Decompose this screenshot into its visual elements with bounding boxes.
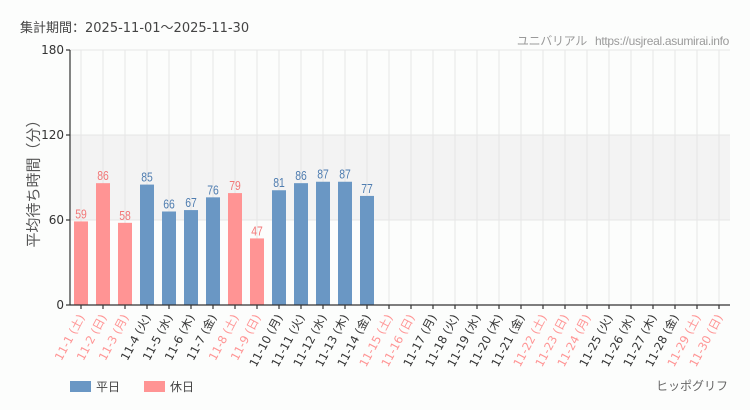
bar-value-label: 58 xyxy=(119,209,131,223)
bar-value-label: 66 xyxy=(163,197,175,211)
bar-11-13 xyxy=(338,181,352,305)
bar-value-label: 86 xyxy=(97,169,109,183)
credit: ヒッポグリフ xyxy=(655,379,728,393)
legend-item-weekday: 平日 xyxy=(70,378,120,395)
source-attribution: ユニバリアル https://usjreal.asumirai.info xyxy=(517,32,729,49)
band-60-120 xyxy=(70,135,730,220)
holiday-swatch xyxy=(144,381,166,392)
bar-value-label: 87 xyxy=(317,168,329,182)
bar-11-12 xyxy=(316,181,330,305)
axes: 0 60 120 180 xyxy=(41,43,730,312)
bar-11-1 xyxy=(74,221,88,305)
bar-11-11 xyxy=(294,183,308,305)
source-name: ユニバリアル xyxy=(516,34,587,48)
bar-11-6 xyxy=(184,210,198,305)
bar-11-10 xyxy=(272,190,286,305)
bar-value-label: 81 xyxy=(273,176,285,190)
bar-value-label: 67 xyxy=(185,196,197,210)
bars: 59 86 58 85 66 67 76 79 47 81 86 87 87 77 xyxy=(74,168,374,305)
legend-label-holiday: 休日 xyxy=(170,380,195,394)
bar-11-4 xyxy=(140,184,154,305)
source-url: https://usjreal.asumirai.info xyxy=(594,34,729,48)
bar-value-label: 76 xyxy=(207,183,219,197)
y-tick-label: 60 xyxy=(49,213,64,227)
bar-11-7 xyxy=(206,197,220,305)
bar-value-label: 77 xyxy=(361,182,373,196)
legend: 平日 休日 xyxy=(70,378,218,395)
bar-11-5 xyxy=(162,211,176,305)
bar-value-label: 59 xyxy=(75,207,87,221)
bar-11-2 xyxy=(96,183,110,305)
legend-label-weekday: 平日 xyxy=(96,380,121,394)
shaded-band xyxy=(70,135,730,220)
y-tick-label: 0 xyxy=(56,298,64,312)
legend-item-holiday: 休日 xyxy=(144,378,194,395)
bar-value-label: 79 xyxy=(229,179,241,193)
weekday-swatch xyxy=(70,381,91,392)
aggregation-period: 集計期間：2025-11-01〜2025-11-30 xyxy=(20,21,250,36)
bar-11-8 xyxy=(228,193,242,305)
bar-value-label: 86 xyxy=(295,169,307,183)
y-tick-label: 180 xyxy=(41,43,64,57)
bar-11-3 xyxy=(118,222,132,305)
bar-11-9 xyxy=(250,238,264,305)
bar-11-14 xyxy=(360,195,374,305)
y-tick-label: 120 xyxy=(41,128,64,142)
x-axis-labels: 11-1 (土)11-2 (日)11-3 (月)11-4 (火)11-5 (水)… xyxy=(52,312,726,369)
bar-value-label: 47 xyxy=(251,224,263,238)
bar-value-label: 85 xyxy=(141,171,153,185)
bar-value-label: 87 xyxy=(339,168,351,182)
